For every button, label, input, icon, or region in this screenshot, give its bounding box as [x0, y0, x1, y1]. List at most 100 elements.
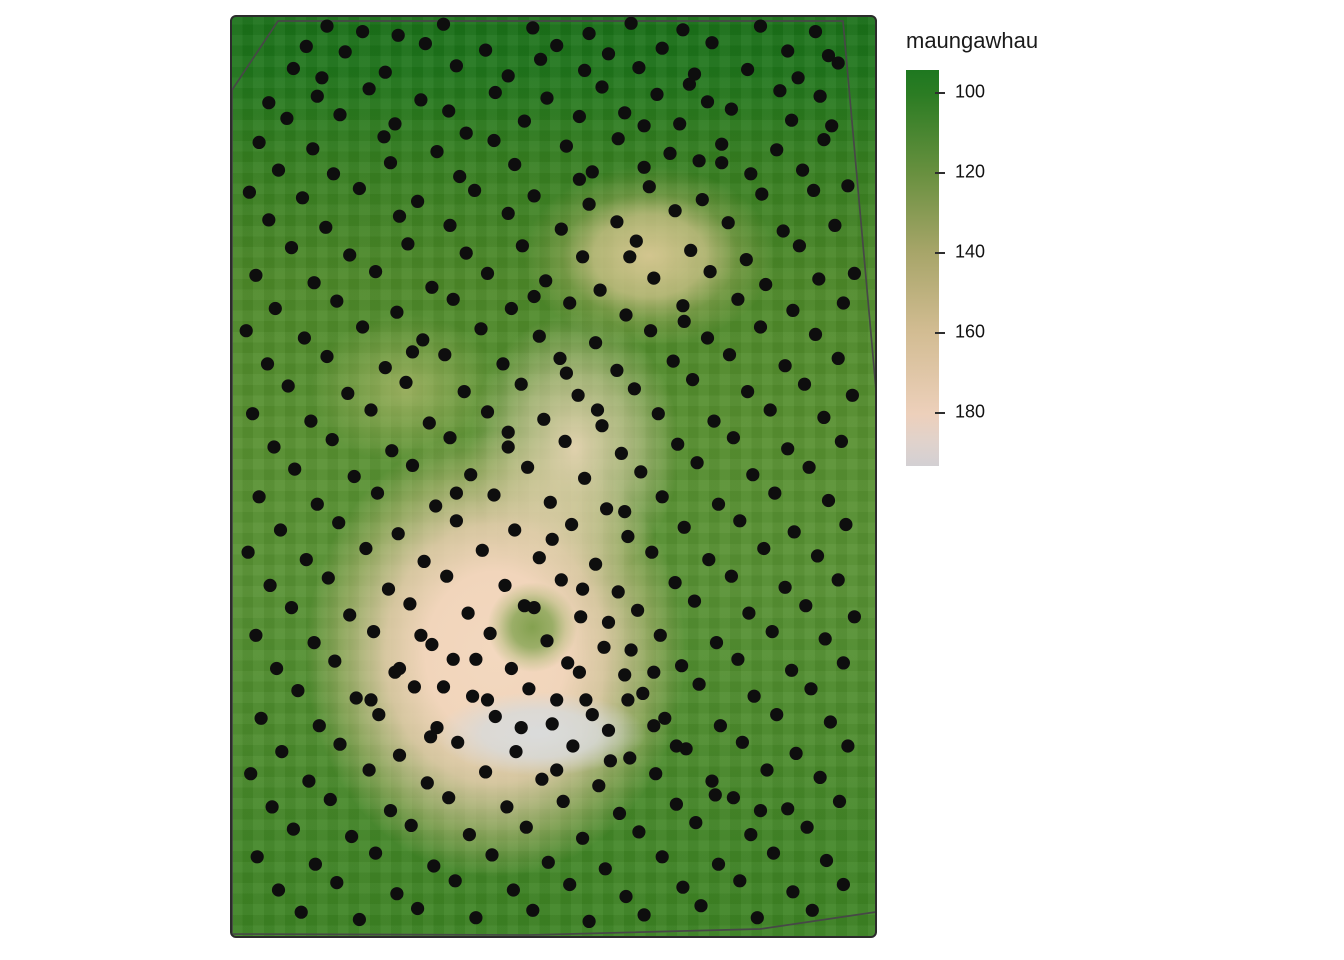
data-point — [621, 693, 635, 707]
data-point — [810, 549, 825, 563]
data-point — [519, 820, 533, 834]
data-point — [690, 456, 704, 470]
data-point — [249, 628, 263, 642]
data-point — [522, 682, 536, 696]
data-point — [480, 405, 495, 419]
data-point — [817, 410, 831, 424]
data-point — [332, 516, 346, 530]
data-point — [425, 637, 439, 652]
data-point — [770, 143, 784, 157]
data-point — [372, 708, 386, 722]
data-point — [707, 414, 721, 428]
data-point — [554, 573, 568, 587]
data-point — [356, 320, 370, 334]
data-point — [786, 885, 800, 899]
data-point — [479, 43, 493, 57]
data-point — [532, 551, 546, 565]
data-point — [847, 610, 862, 624]
data-point — [362, 763, 376, 777]
data-point — [618, 668, 632, 682]
data-point — [362, 82, 376, 96]
data-point — [263, 578, 277, 593]
data-point — [498, 578, 512, 593]
data-point — [321, 571, 335, 585]
data-point — [333, 108, 347, 122]
data-point — [781, 442, 795, 456]
data-point — [501, 425, 515, 439]
data-point — [721, 216, 735, 230]
data-point — [637, 119, 651, 133]
data-point — [483, 626, 497, 641]
data-point — [550, 693, 564, 707]
data-point — [459, 126, 473, 140]
data-point — [449, 486, 463, 500]
colorbar-tick-label: 120 — [955, 161, 986, 182]
data-point — [416, 333, 430, 347]
data-point — [461, 606, 475, 620]
colorbar-tick-mark — [935, 172, 945, 175]
data-point — [414, 628, 428, 642]
data-point — [579, 693, 593, 707]
data-point — [501, 440, 515, 454]
data-point — [479, 765, 493, 779]
data-point — [411, 901, 425, 916]
data-point — [632, 61, 646, 75]
data-point — [341, 386, 355, 400]
data-point — [295, 191, 310, 205]
data-point — [832, 794, 847, 809]
data-point — [320, 19, 334, 33]
data-point — [781, 802, 795, 816]
data-point — [671, 437, 685, 451]
data-point — [487, 133, 501, 148]
data-point — [566, 739, 580, 753]
data-point — [807, 183, 821, 197]
data-point — [687, 594, 702, 608]
data-point — [839, 517, 853, 532]
data-point — [475, 543, 489, 557]
data-point — [500, 800, 514, 814]
data-point — [631, 603, 645, 617]
colorbar-tick-mark — [935, 412, 945, 415]
data-point — [302, 774, 316, 788]
data-point — [268, 301, 282, 316]
data-point — [405, 458, 420, 472]
data-point — [576, 582, 590, 596]
data-point — [474, 322, 488, 336]
data-point — [501, 69, 515, 83]
data-point — [407, 680, 421, 694]
data-point — [422, 416, 436, 430]
data-point — [517, 114, 531, 128]
data-point — [543, 495, 557, 509]
data-point — [442, 791, 456, 805]
data-point — [621, 529, 635, 544]
data-point — [644, 324, 658, 338]
data-point — [392, 748, 407, 762]
data-point — [288, 462, 302, 476]
data-point — [307, 276, 321, 290]
data-point — [401, 237, 415, 251]
data-point — [352, 912, 366, 927]
data-point — [825, 119, 839, 133]
data-point — [623, 250, 637, 264]
data-point — [417, 554, 431, 569]
data-point — [535, 772, 549, 786]
data-point — [508, 523, 522, 537]
data-point — [487, 488, 501, 502]
data-point — [534, 52, 548, 66]
data-point — [273, 523, 288, 537]
data-point — [480, 693, 495, 707]
data-point — [668, 576, 682, 590]
data-point — [563, 296, 577, 310]
data-point — [585, 165, 599, 179]
colorbar-tick-label: 100 — [955, 81, 986, 102]
data-point — [666, 354, 680, 368]
data-point — [686, 373, 700, 387]
data-point — [485, 848, 499, 862]
data-point — [449, 59, 463, 73]
map-raster-panel — [230, 15, 877, 938]
data-point — [598, 862, 612, 876]
data-point — [845, 388, 860, 402]
data-point — [338, 45, 352, 59]
data-point — [702, 553, 716, 567]
colorbar-tick-mark — [935, 252, 945, 255]
